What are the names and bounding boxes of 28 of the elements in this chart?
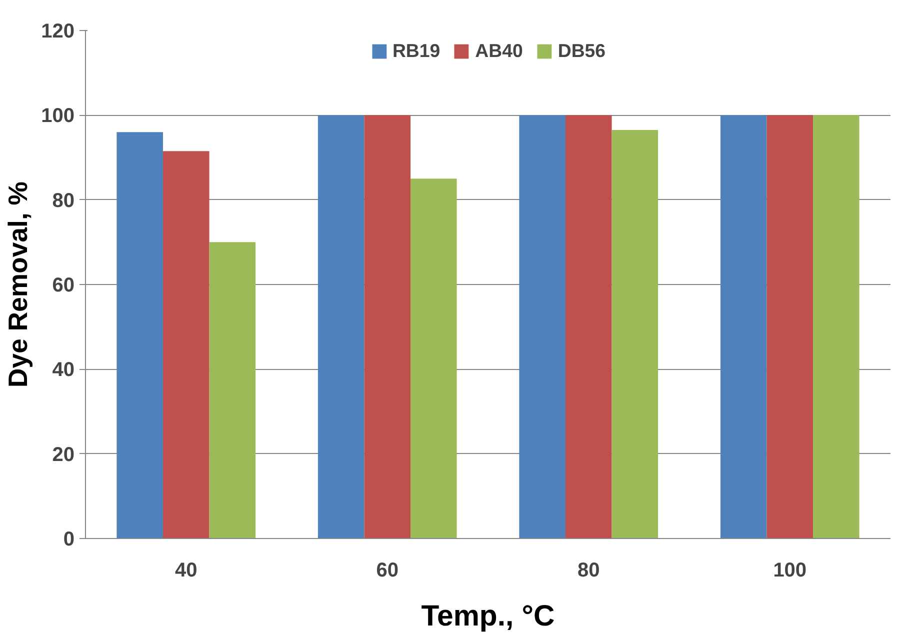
x-axis-title: Temp., °C — [421, 600, 555, 632]
bar — [519, 115, 566, 538]
x-tick-label: 60 — [376, 560, 398, 582]
bar — [720, 115, 767, 538]
bar — [612, 130, 658, 538]
y-tick-label: 20 — [52, 444, 75, 466]
y-tick-label: 0 — [63, 528, 74, 550]
legend-label: AB40 — [475, 40, 523, 62]
y-tick-label: 120 — [41, 20, 75, 42]
x-tick-label: 80 — [578, 560, 600, 582]
bar — [364, 115, 411, 538]
bar — [410, 178, 457, 538]
bar — [209, 242, 256, 538]
bar — [116, 132, 163, 538]
bar — [162, 151, 210, 538]
x-tick-label: 40 — [175, 560, 198, 582]
bar — [565, 115, 612, 538]
y-tick-label: 60 — [52, 274, 75, 296]
y-tick-label: 100 — [41, 105, 75, 128]
legend-label: DB56 — [558, 40, 606, 62]
bar — [766, 115, 814, 538]
bar — [318, 115, 364, 538]
y-tick-label: 80 — [52, 190, 75, 212]
legend-label: RB19 — [392, 40, 440, 62]
bar — [813, 115, 860, 538]
y-tick-label: 40 — [52, 359, 75, 382]
x-tick-label: 100 — [773, 560, 807, 582]
y-axis-title: Dye Removal, % — [3, 182, 34, 388]
